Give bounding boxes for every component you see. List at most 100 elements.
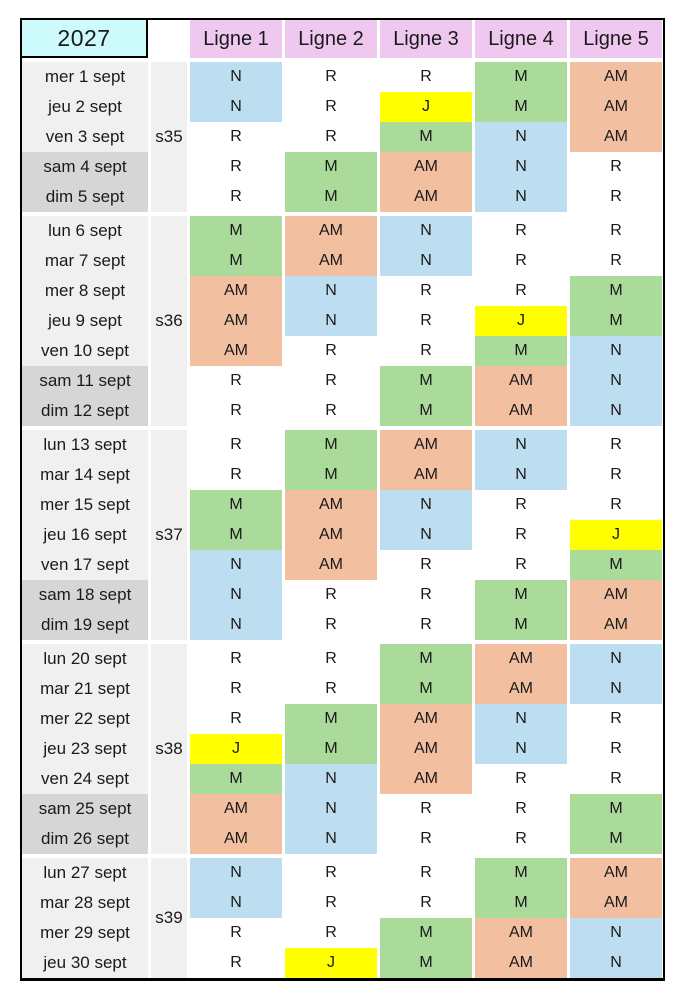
shift-cell: N: [475, 182, 567, 212]
shift-cell: AM: [570, 62, 662, 92]
shift-cell: R: [285, 92, 377, 122]
date-cell: dim 19 sept: [22, 610, 148, 640]
shift-cell: M: [570, 824, 662, 854]
shift-cell: N: [475, 460, 567, 490]
shift-cell: J: [285, 948, 377, 978]
shift-cell: AM: [380, 704, 472, 734]
date-cell: mer 22 sept: [22, 704, 148, 734]
shift-cell: R: [570, 246, 662, 276]
shift-cell: N: [475, 430, 567, 460]
shift-cell: R: [285, 858, 377, 888]
shift-cell: M: [285, 460, 377, 490]
shift-cell: AM: [475, 366, 567, 396]
shift-cell: AM: [475, 674, 567, 704]
shift-cell: M: [285, 704, 377, 734]
shift-cell: N: [380, 490, 472, 520]
shift-cell: N: [285, 824, 377, 854]
shift-cell: M: [380, 396, 472, 426]
shift-cell: M: [285, 734, 377, 764]
shift-cell: N: [380, 246, 472, 276]
week-number-label: s38: [151, 644, 187, 854]
shift-cell: R: [190, 918, 282, 948]
shift-cell: N: [190, 580, 282, 610]
date-cell: jeu 16 sept: [22, 520, 148, 550]
date-cell: jeu 23 sept: [22, 734, 148, 764]
header-spacer: [151, 20, 187, 58]
date-cell: lun 13 sept: [22, 430, 148, 460]
shift-cell: N: [190, 62, 282, 92]
shift-cell: AM: [380, 430, 472, 460]
shift-cell: R: [570, 734, 662, 764]
shift-cell: R: [570, 704, 662, 734]
shift-cell: R: [570, 764, 662, 794]
shift-cell: M: [380, 366, 472, 396]
shift-cell: R: [190, 152, 282, 182]
shift-cell: R: [570, 490, 662, 520]
date-cell: mer 29 sept: [22, 918, 148, 948]
week-number-label: s37: [151, 430, 187, 640]
shift-cell: R: [475, 246, 567, 276]
shift-cell: R: [380, 62, 472, 92]
shift-cell: R: [380, 610, 472, 640]
shift-cell: N: [475, 704, 567, 734]
shift-cell: R: [285, 336, 377, 366]
shift-cell: R: [285, 396, 377, 426]
date-cell: mer 8 sept: [22, 276, 148, 306]
week-s39: s39 lun 27 sept N R R M AM mar 28 sept N R R M AM mer…: [22, 858, 663, 978]
schedule-table: 2027 Ligne 1 Ligne 2 Ligne 3 Ligne 4 Ligne 5…: [20, 18, 665, 981]
shift-cell: R: [190, 704, 282, 734]
shift-cell: M: [570, 276, 662, 306]
date-cell: dim 5 sept: [22, 182, 148, 212]
shift-cell: R: [475, 824, 567, 854]
shift-cell: M: [190, 490, 282, 520]
week-number-label: s39: [151, 858, 187, 978]
shift-cell: M: [285, 182, 377, 212]
shift-cell: J: [475, 306, 567, 336]
week-s35: s35 mer 1 sept N R R M AM jeu 2 sept N R J M AM ven 3…: [22, 62, 663, 212]
shift-cell: R: [190, 396, 282, 426]
shift-cell: M: [475, 888, 567, 918]
date-cell: mar 21 sept: [22, 674, 148, 704]
shift-cell: N: [570, 366, 662, 396]
shift-cell: AM: [285, 216, 377, 246]
shift-cell: R: [570, 182, 662, 212]
shift-cell: AM: [570, 580, 662, 610]
header-row: 2027 Ligne 1 Ligne 2 Ligne 3 Ligne 4 Ligne 5: [22, 20, 663, 58]
shift-cell: R: [570, 216, 662, 246]
shift-cell: R: [475, 520, 567, 550]
shift-cell: AM: [570, 610, 662, 640]
shift-cell: AM: [570, 92, 662, 122]
shift-cell: M: [570, 550, 662, 580]
shift-cell: M: [475, 336, 567, 366]
shift-cell: M: [380, 948, 472, 978]
date-cell: mer 1 sept: [22, 62, 148, 92]
shift-cell: R: [190, 644, 282, 674]
shift-cell: N: [285, 794, 377, 824]
shift-cell: R: [190, 674, 282, 704]
shift-cell: R: [285, 580, 377, 610]
shift-cell: M: [190, 764, 282, 794]
shift-cell: R: [190, 430, 282, 460]
shift-cell: R: [380, 888, 472, 918]
shift-cell: AM: [380, 460, 472, 490]
shift-cell: N: [190, 610, 282, 640]
date-cell: lun 6 sept: [22, 216, 148, 246]
shift-cell: R: [475, 550, 567, 580]
shift-cell: AM: [380, 152, 472, 182]
shift-cell: R: [190, 948, 282, 978]
shift-cell: M: [380, 644, 472, 674]
shift-cell: M: [380, 918, 472, 948]
date-cell: mar 14 sept: [22, 460, 148, 490]
shift-cell: AM: [380, 182, 472, 212]
shift-cell: AM: [285, 550, 377, 580]
shift-cell: R: [380, 858, 472, 888]
date-cell: dim 26 sept: [22, 824, 148, 854]
shift-cell: R: [285, 62, 377, 92]
date-cell: mar 28 sept: [22, 888, 148, 918]
shift-cell: N: [285, 306, 377, 336]
shift-cell: R: [285, 918, 377, 948]
shift-cell: R: [570, 430, 662, 460]
line-header-1: Ligne 1: [190, 20, 282, 58]
date-cell: lun 27 sept: [22, 858, 148, 888]
